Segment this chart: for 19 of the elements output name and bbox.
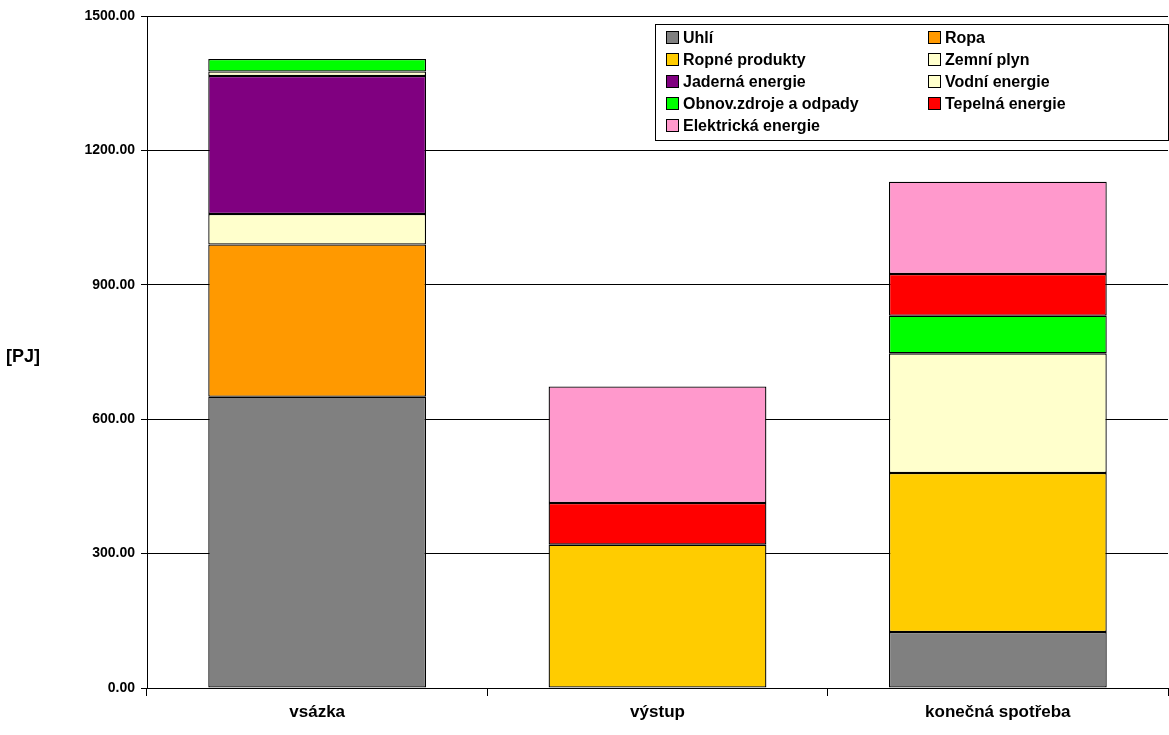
y-tick-label: 600.00 (92, 410, 136, 427)
legend-label: Tepelná energie (945, 94, 1066, 113)
y-tick-label: 900.00 (92, 275, 136, 292)
legend-label: Obnov.zdroje a odpady (683, 94, 859, 113)
y-tick-label: 300.00 (92, 544, 136, 561)
x-tick-label: výstup (630, 701, 685, 721)
legend-label: Jaderná energie (683, 72, 806, 91)
y-tick-label: 1500.00 (84, 6, 136, 23)
y-tick-label: 0.00 (107, 678, 136, 695)
legend-label: Zemní plyn (945, 50, 1030, 69)
y-tick-label: 1200.00 (84, 141, 136, 158)
legend-label: Elektrická energie (683, 116, 820, 135)
legend-label: Ropné produkty (683, 50, 806, 69)
y-axis-title: [PJ] (6, 346, 41, 367)
legend-label: Vodní energie (945, 72, 1050, 91)
x-tick-label: konečná spotřeba (925, 701, 1072, 721)
legend-label: Uhlí (683, 28, 714, 47)
x-tick-label: vsázka (289, 701, 346, 721)
legend-label: Ropa (945, 28, 985, 47)
